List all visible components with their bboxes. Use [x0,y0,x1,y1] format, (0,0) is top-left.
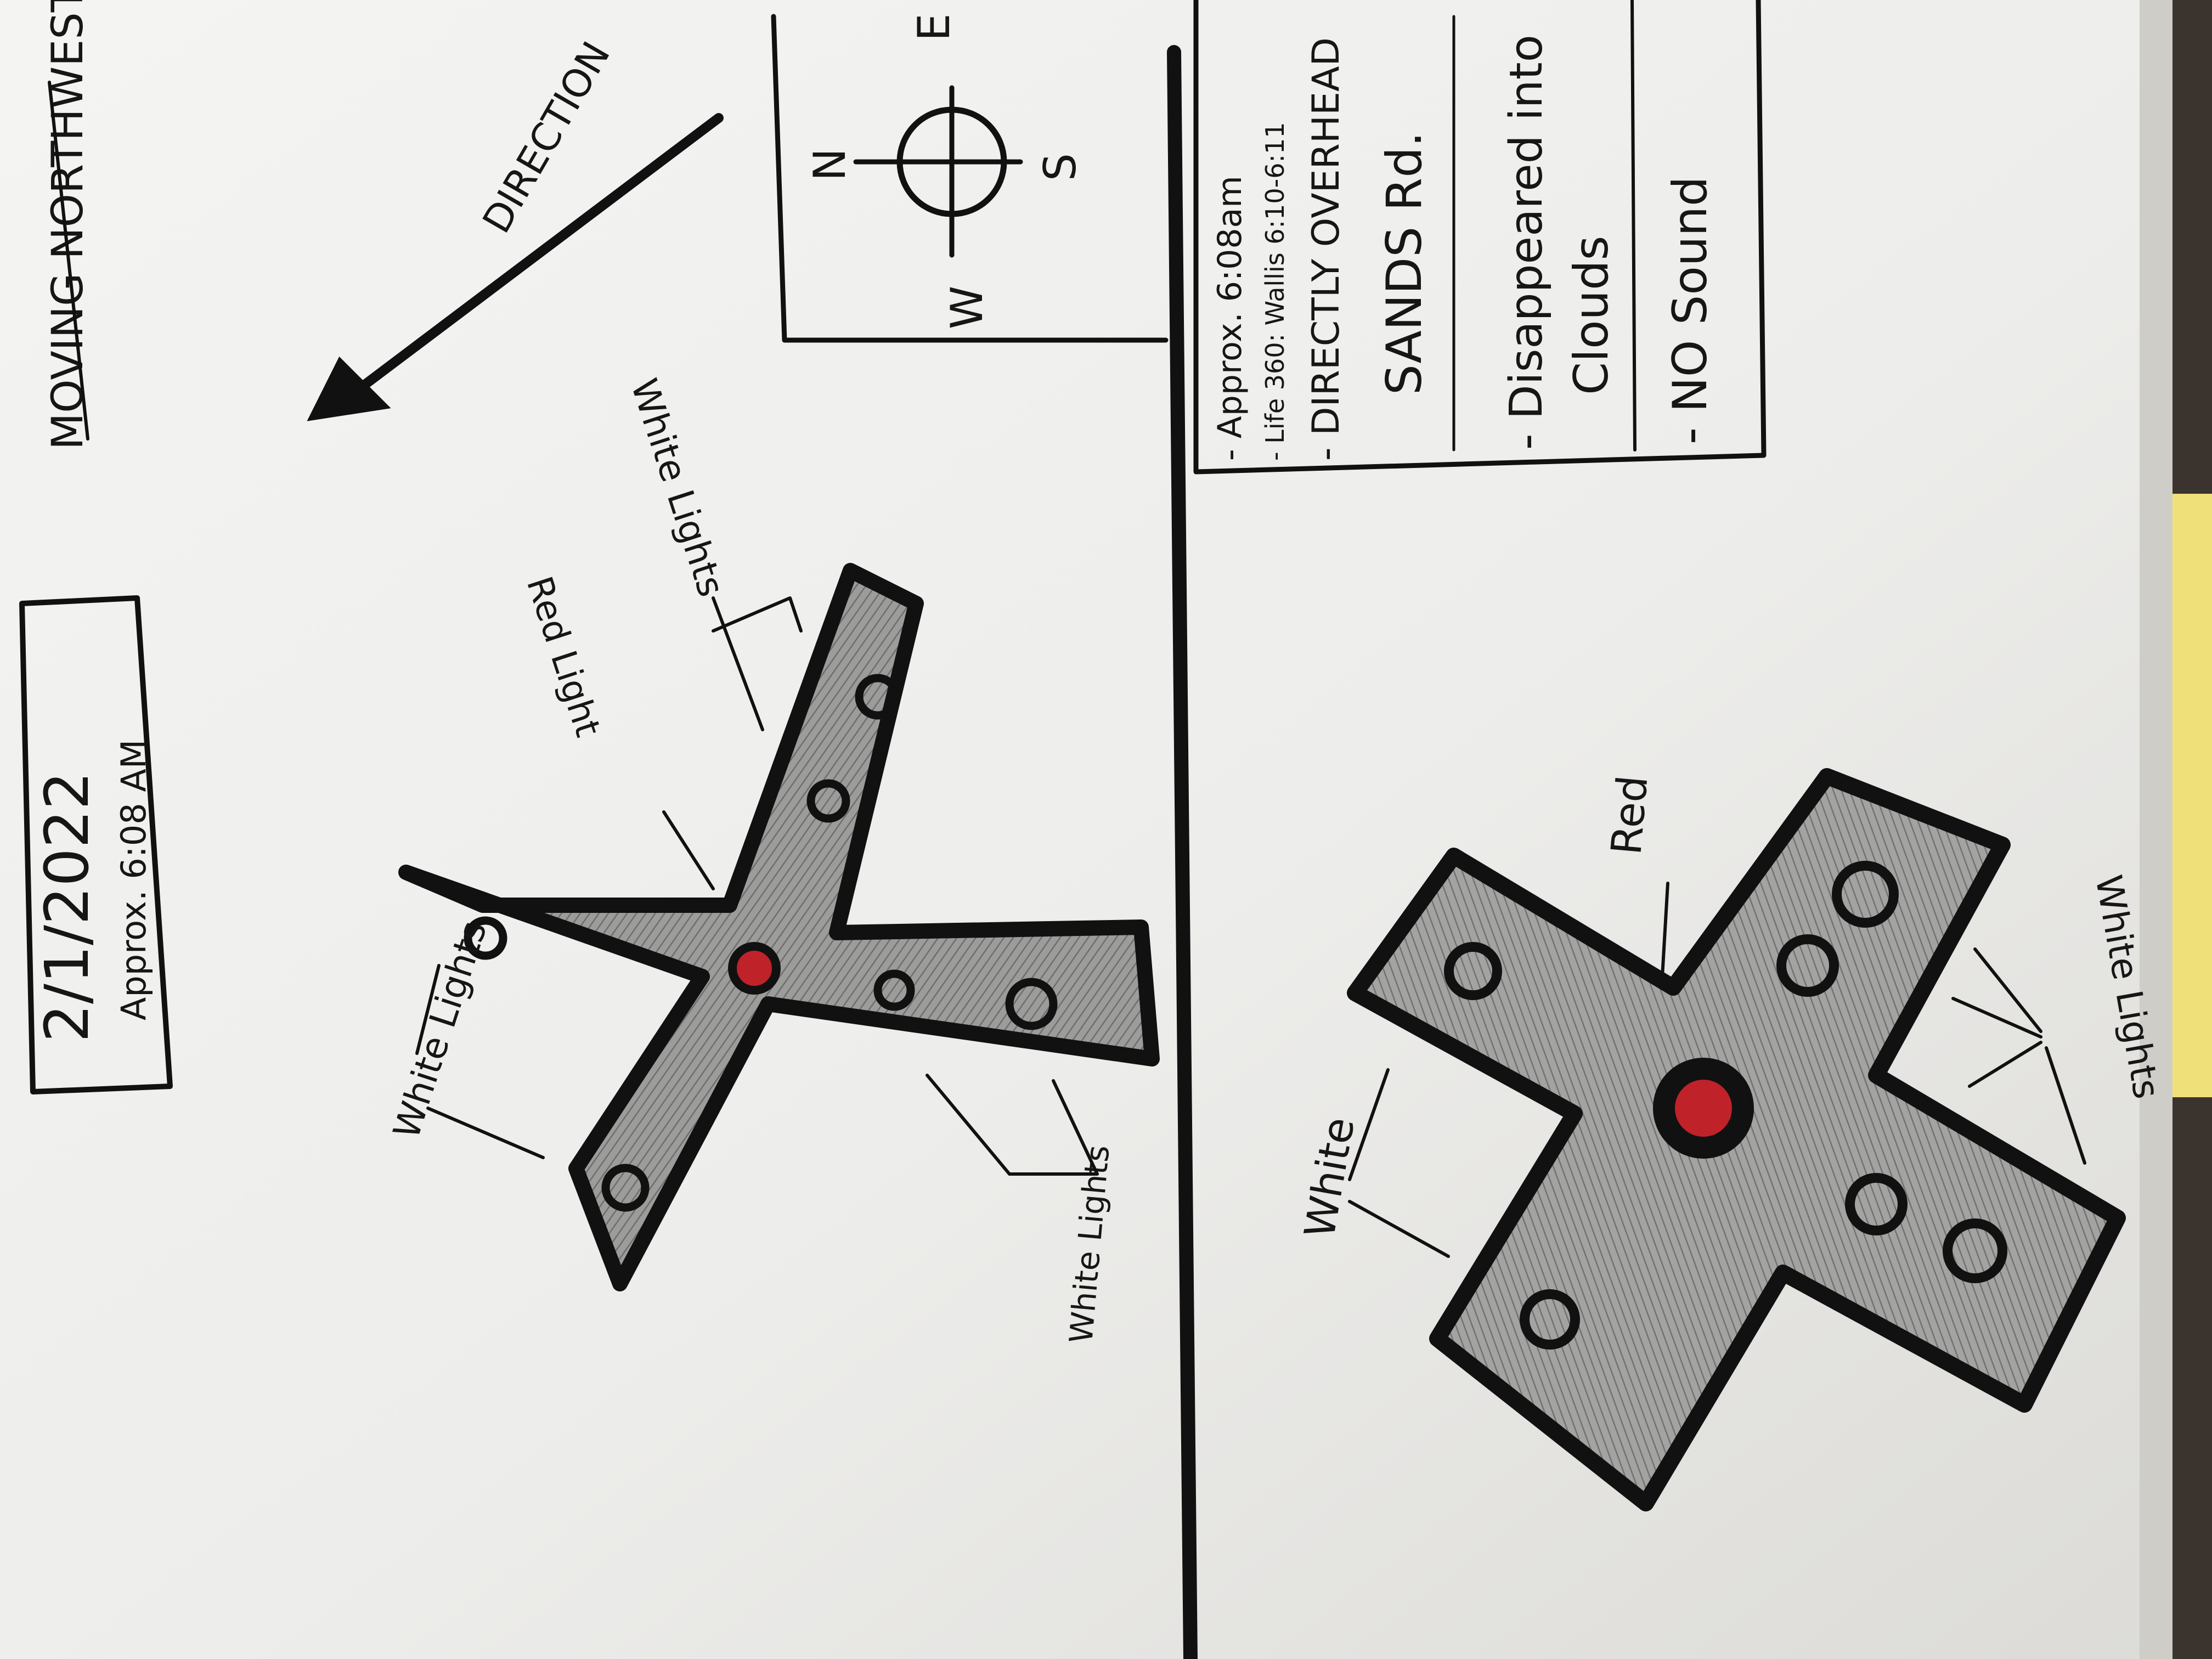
compass-south: S [1035,153,1086,181]
right-label-red: Red [1601,774,1657,857]
light-icon [1005,978,1058,1030]
note-line-7: - NO Sound [1663,176,1718,444]
left-white-lights [464,674,1058,1212]
direction-arrow-icon [346,113,724,400]
compass-box: N S E W [771,13,1169,343]
notes-box: - Approx. 6:08am - Life 360: Wallis 6:10… [1193,0,1767,475]
right-arrows [1348,882,2086,1258]
light-icon [873,969,915,1011]
date-text: 2/1/2022 [32,771,102,1042]
light-icon [1845,1173,1908,1235]
note-line-6: Clouds [1564,236,1619,395]
note-line-3: - DIRECTLY OVERHEAD [1305,37,1348,461]
compass-north: N [804,148,855,181]
light-icon [1832,861,1899,928]
left-craft-body [398,563,1160,1291]
compass-icon [853,85,1023,258]
right-red-light-icon [1653,1058,1754,1159]
compass-east: E [909,13,960,41]
light-icon [1520,1289,1580,1350]
light-icon [1444,942,1502,1000]
time-text: Approx. 6:08 AM [114,740,154,1020]
note-line-1: - Approx. 6:08am [1211,176,1249,461]
date-box: 2/1/2022 Approx. 6:08 AM [19,595,173,1094]
note-line-5: - Disappeared into [1500,35,1553,450]
light-icon [1776,934,1839,997]
note-line-4: SANDS Rd. [1376,132,1432,395]
right-white-lights [1444,861,2007,1350]
divider-line [1167,45,1198,1659]
note-line-2: - Life 360: Wallis 6:10-6:11 [1260,122,1290,461]
arrow-head [307,356,391,421]
left-red-light-icon [728,942,781,995]
moving-text: MOVING NORTHWEST [43,0,93,450]
light-icon [806,779,850,823]
light-icon [855,674,901,720]
light-icon [1943,1218,2007,1283]
light-icon [464,916,507,960]
compass-west: W [941,286,992,329]
light-icon [601,1164,650,1212]
left-arrows [415,596,1099,1176]
